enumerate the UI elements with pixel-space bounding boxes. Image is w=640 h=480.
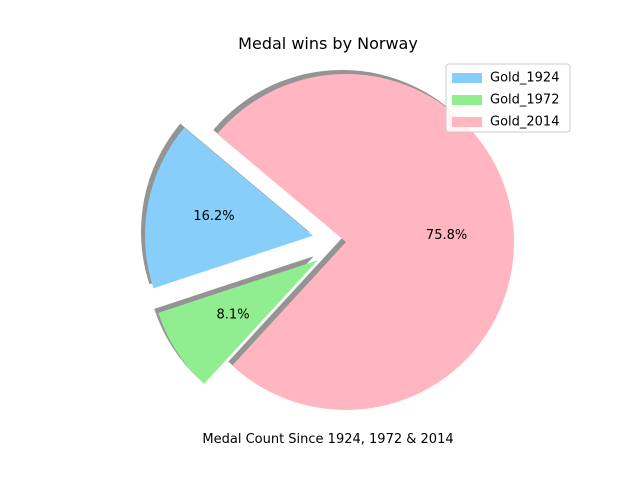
x-axis-label: Medal Count Since 1924, 1972 & 2014 — [202, 432, 453, 447]
legend-label-gold-1972: Gold_1972 — [490, 93, 559, 108]
pie-slice-gold-2014 — [217, 74, 514, 411]
slice-label-gold-1924: 16.2% — [193, 209, 234, 224]
legend-swatch-gold-1924 — [452, 73, 482, 83]
legend-swatch-gold-2014 — [452, 117, 482, 127]
pie-slice-gold-1972 — [158, 260, 318, 384]
slice-labels: 16.2% 8.1% 75.8% — [193, 209, 467, 322]
legend-label-gold-1924: Gold_1924 — [490, 71, 559, 86]
legend-label-gold-2014: Gold_2014 — [490, 115, 559, 130]
pie-slices — [145, 74, 514, 411]
slice-label-gold-2014: 75.8% — [426, 228, 467, 243]
slice-label-gold-1972: 8.1% — [217, 307, 250, 322]
legend: Gold_1924 Gold_1972 Gold_2014 — [445, 63, 571, 133]
chart-title: Medal wins by Norway — [238, 34, 418, 53]
legend-swatch-gold-1972 — [452, 95, 482, 105]
pie-slice-gold-1924 — [145, 127, 314, 289]
